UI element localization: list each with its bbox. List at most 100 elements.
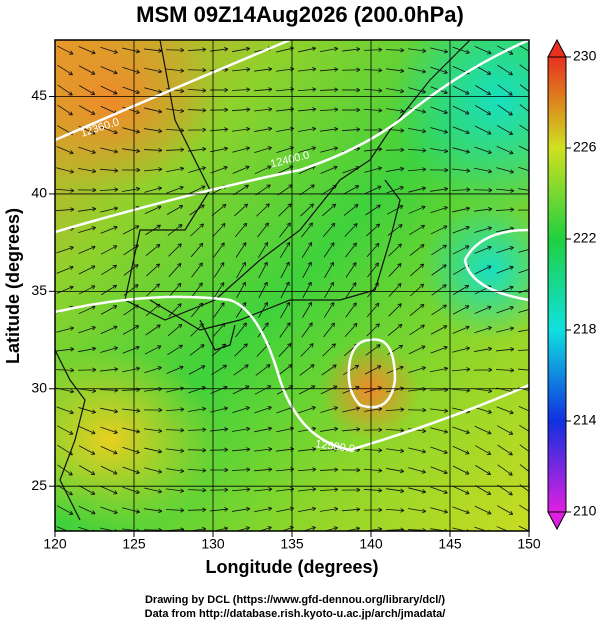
streamline [386,205,404,215]
streamline [364,185,382,195]
streamline [388,243,402,257]
streamline [231,467,251,472]
streamline [363,507,383,513]
streamline [386,88,405,94]
streamline [254,447,273,452]
x-tick-label: 120 [43,536,67,552]
streamline [344,223,358,237]
streamline [385,428,405,433]
streamline [298,107,317,112]
streamline [388,283,402,297]
streamline [363,448,383,453]
streamline [408,366,426,373]
streamline [122,47,141,54]
streamline [187,468,207,473]
streamline [497,484,513,496]
streamline [122,446,140,454]
streamline [167,344,183,356]
x-tick-label: 135 [280,536,304,552]
streamline [302,526,316,531]
streamline [497,464,513,476]
streamline [146,283,160,297]
streamline [144,345,162,355]
streamline [78,326,96,334]
streamline [386,166,405,172]
streamline [322,222,336,238]
streamline [408,467,426,474]
streamline [452,367,471,372]
streamline [367,262,379,278]
streamline [187,427,207,433]
streamline [187,487,207,493]
streamline [342,406,361,413]
streamline [257,241,269,258]
streamline [100,346,118,353]
streamline [191,262,203,278]
streamline [302,301,312,318]
streamline [280,261,290,279]
x-tick-label: 130 [201,536,225,552]
streamline [473,367,493,373]
streamline [144,467,162,474]
streamline [232,506,251,512]
streamline [474,485,492,495]
y-tick-label: 25 [31,477,47,493]
streamline [343,204,359,216]
streamline [408,87,426,94]
streamline [323,302,335,318]
streamline [254,146,272,153]
streamline [258,526,272,531]
streamline [363,468,383,473]
streamline [231,487,251,492]
streamline [78,346,97,353]
streamline [57,104,73,116]
footer: Data from http://database.rish.kyoto-u.a… [145,608,446,620]
colorbar [547,56,567,513]
streamline [168,303,182,317]
streamline [254,426,273,433]
streamline [100,485,118,495]
streamline [431,284,447,296]
streamline [100,407,119,414]
streamline [385,147,405,153]
streamline [165,427,185,433]
streamline [257,322,269,338]
streamline [143,148,163,153]
streamline [474,445,492,455]
streamline [144,128,163,134]
streamline [430,507,448,514]
streamline [363,488,383,493]
streamline [100,245,118,255]
streamline [254,165,272,175]
streamline [187,127,207,133]
streamline [363,88,383,93]
streamline [430,66,448,74]
streamline [280,241,291,258]
streamline [408,186,427,193]
streamline [100,85,118,95]
streamline [366,242,380,257]
streamline [165,47,185,53]
streamline [366,302,380,318]
streamline [496,188,515,193]
streamline [430,148,449,154]
streamline [166,166,185,173]
streamline [56,425,74,435]
streamline [100,168,119,173]
streamline [300,343,314,357]
streamline [474,346,493,352]
streamline [144,366,162,374]
streamline [407,167,427,172]
streamline [519,424,529,432]
streamline [324,261,334,278]
streamline [496,305,514,314]
streamline [189,344,205,356]
streamline [213,262,225,278]
streamline [408,107,426,114]
streamline [430,127,448,134]
streamline [496,406,514,415]
streamline [452,168,471,173]
streamline [496,326,515,333]
streamline [56,326,74,333]
streamline [101,284,117,296]
